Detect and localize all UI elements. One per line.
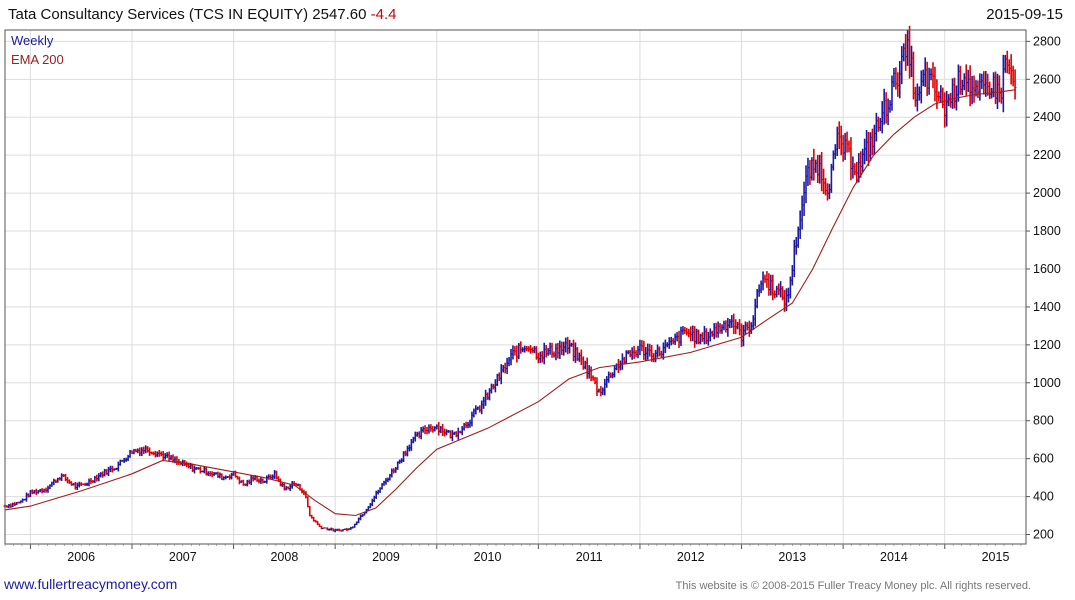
series-area	[3, 25, 1017, 533]
y-tick-label: 1200	[1033, 338, 1061, 352]
x-tick-label: 2008	[270, 550, 298, 564]
legend: Weekly EMA 200	[11, 33, 64, 67]
weekly-bars	[3, 25, 1017, 533]
y-tick-label: 1000	[1033, 376, 1061, 390]
x-tick-label: 2013	[778, 550, 806, 564]
x-tick-label: 2007	[169, 550, 197, 564]
axes: 200 400 600 800 1000 1200 1400 1600 1800 2000 2200…	[4, 34, 1061, 564]
site-link[interactable]: www.fullertreacymoney.com	[4, 576, 178, 592]
y-tick-label: 2400	[1033, 110, 1061, 124]
y-tick-label: 1600	[1033, 262, 1061, 276]
chart-title: Tata Consultancy Services (TCS IN EQUITY…	[8, 6, 397, 23]
x-tick-label: 2006	[67, 550, 95, 564]
price-change: -4.4	[370, 6, 397, 23]
x-tick-label: 2010	[474, 550, 502, 564]
legend-entry: Weekly	[11, 33, 54, 48]
x-tick-label: 2012	[677, 550, 705, 564]
y-tick-label: 2800	[1033, 34, 1061, 48]
x-tick-label: 2011	[576, 550, 603, 564]
y-tick-label: 1800	[1033, 224, 1061, 238]
security-name: Tata Consultancy Services (TCS IN EQUITY…	[8, 6, 309, 23]
x-tick-label: 2009	[372, 550, 400, 564]
y-tick-label: 200	[1033, 528, 1054, 542]
copyright-notice: This website is © 2008-2015 Fuller Treac…	[675, 580, 1031, 592]
grid	[5, 30, 1026, 544]
chart-date: 2015-09-15	[986, 6, 1063, 23]
y-tick-label: 2000	[1033, 186, 1061, 200]
y-tick-label: 1400	[1033, 300, 1061, 314]
y-tick-label: 800	[1033, 414, 1054, 428]
last-price: 2547.60	[312, 6, 367, 23]
plot-frame	[4, 29, 1027, 545]
legend-entry: EMA 200	[11, 52, 64, 67]
x-tick-label: 2015	[982, 550, 1010, 564]
ema-200-line	[4, 89, 1016, 517]
x-tick-label: 2014	[880, 550, 908, 564]
y-tick-label: 400	[1033, 490, 1054, 504]
y-tick-label: 600	[1033, 452, 1054, 466]
y-tick-label: 2600	[1033, 72, 1061, 86]
y-tick-label: 2200	[1033, 148, 1061, 162]
